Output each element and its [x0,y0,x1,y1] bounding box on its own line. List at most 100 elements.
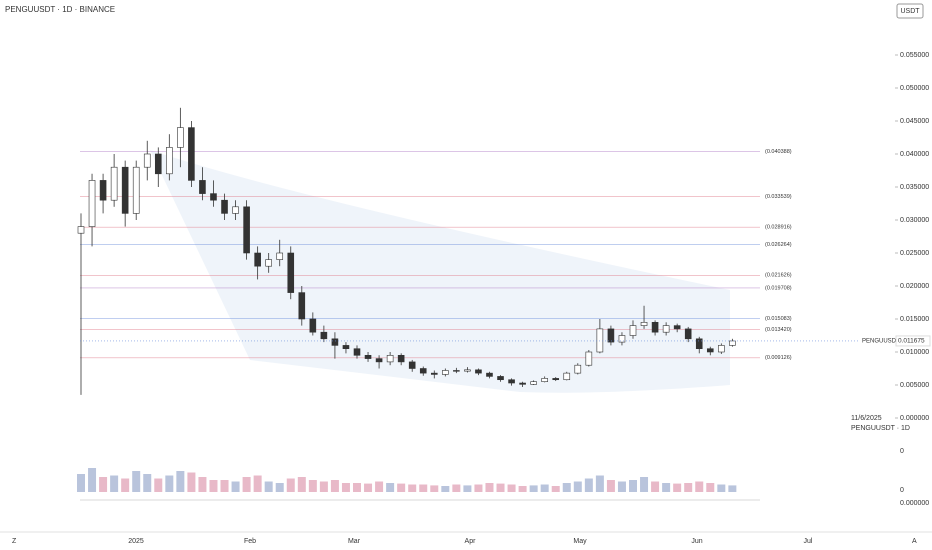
candle-body [718,345,725,353]
volume-bar [154,478,163,492]
volume-zero: 0 [900,448,904,455]
candle-body [221,199,228,214]
volume-bar [264,481,273,492]
shaded-band [150,150,730,393]
volume-bar [275,483,284,492]
x-axis-label: Jun [691,538,702,545]
candle-body [563,372,571,381]
candle-body [684,328,692,340]
level-label: (0.019708) [765,285,792,291]
candle-body [320,331,328,340]
candle-body [121,166,129,214]
candle-body [618,335,626,343]
candle-body [298,292,306,320]
volume-bar [408,484,417,492]
volume-bar [330,480,339,492]
volume-bar [496,483,505,492]
candle-body [419,368,427,374]
candle-body [199,180,206,194]
symbol-label: PENGUUSDT [862,339,900,345]
candle-body [210,193,217,201]
candle-body [453,370,460,372]
y-tick-label: 0.010000 [900,349,929,356]
volume-bar [441,486,450,492]
level-label: (0.015083) [765,316,792,322]
date-label: 11/6/2025 [851,415,882,422]
candle-body [154,153,162,175]
volume-bar [562,483,571,492]
volume-bar [640,477,649,492]
x-axis-label: Jul [804,538,813,545]
candle-body [342,345,350,349]
volume-bar [110,475,119,492]
candle-body [331,338,339,346]
volume-bar [430,485,439,492]
volume-bar [165,475,174,492]
chart-title: PENGUUSDT · 1D · BINANCE [5,5,115,14]
corner-left[interactable]: Z [12,538,17,545]
candle-body [353,348,361,356]
volume-bar [231,481,240,492]
volume-bar [662,483,671,492]
corner-right[interactable]: A [912,538,917,545]
candle-body [77,226,85,234]
volume-bar [88,468,97,492]
candle-body [143,153,151,168]
x-axis-label: Apr [465,538,477,545]
currency-box[interactable] [896,3,924,19]
volume-bar [529,485,538,492]
candle-body [265,259,272,267]
volume-bar [551,486,560,492]
volume-bar [386,483,395,492]
volume-bar [121,478,130,492]
volume-bar [695,481,704,492]
osc-zero: 0 [900,487,904,494]
candle-body [574,364,582,374]
symbol-box [860,335,896,346]
level-label: (0.040388) [765,149,792,155]
candle-body [232,206,239,214]
candle-body [541,378,548,382]
volume-bar [209,480,218,492]
candle-body [607,328,615,343]
candle-body [640,321,648,326]
candle-body [585,351,593,366]
volume-bar [706,483,715,492]
candle-body [552,378,560,381]
interval-label: PENGUUSDT · 1D [851,425,910,432]
candle-body [276,252,284,260]
volume-bar [143,474,152,492]
candle-body [166,147,173,175]
currency[interactable]: USDT [900,8,920,15]
candle-body [408,361,416,369]
volume-bar [242,477,251,492]
candle-body [442,370,449,375]
level-label: (0.013420) [765,327,792,333]
volume-bar [397,483,406,492]
volume-bar [99,477,108,492]
volume-bar [77,474,85,492]
candle-body [110,166,118,201]
candle-body [530,381,537,385]
candle-body [519,382,526,385]
y-tick-label: 0.035000 [900,184,929,191]
volume-bar [297,477,306,492]
volume-bar [474,484,483,492]
candle-body [673,325,681,330]
y-tick-label: 0.045000 [900,118,929,125]
candle-body [508,379,515,384]
candle-body [729,340,736,346]
volume-bar [187,472,196,492]
level-label: (0.021626) [765,273,792,279]
volume-bar [419,484,428,492]
volume-bar [253,475,262,492]
volume-bar [353,483,361,492]
x-axis-label: 2025 [128,538,144,545]
candle-body [386,354,394,363]
candle-body [254,252,261,267]
candle-body [287,252,295,293]
candle-body [309,318,317,333]
volume-bar [463,485,472,492]
y-tick-label: 0.000000 [900,415,929,422]
